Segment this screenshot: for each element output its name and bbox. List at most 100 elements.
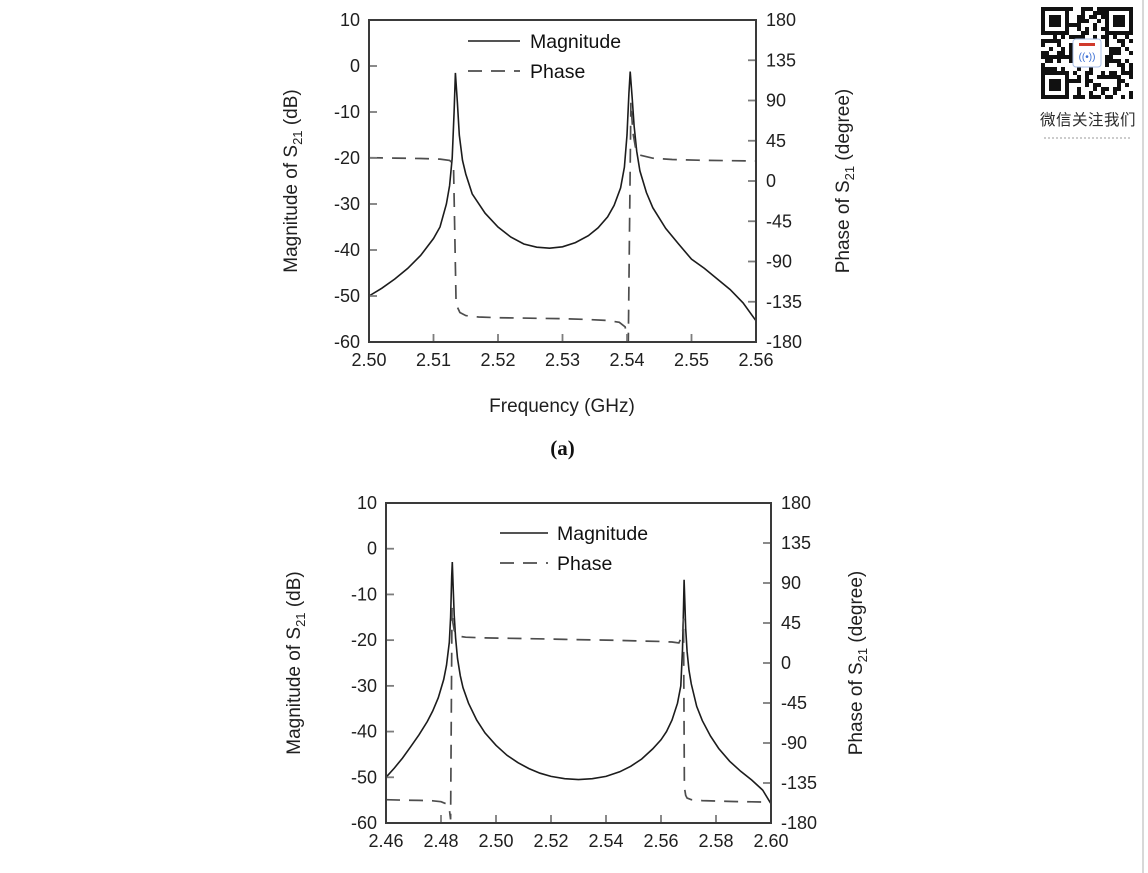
legend-label-phase: Phase (530, 61, 585, 83)
qr-module (1077, 23, 1081, 27)
x-tick-label: 2.52 (480, 350, 515, 370)
x-tick-label: 2.58 (698, 831, 733, 851)
qr-divider (1044, 137, 1130, 139)
qr-module (1129, 63, 1133, 67)
qr-module (1125, 59, 1129, 63)
qr-module (1093, 23, 1097, 27)
right-tick-label: -90 (781, 733, 807, 753)
qr-module (1077, 91, 1081, 95)
qr-module (1109, 47, 1113, 51)
chart-a: 10 0 -10 -20 -30 -40 -50 -60 180 135 90 45 0 -45 -90 -1… (281, 10, 857, 417)
qr-module (1101, 15, 1105, 19)
x-tick-label: 2.48 (423, 831, 458, 851)
qr-module (1101, 87, 1105, 91)
qr-module (1121, 67, 1125, 71)
qr-finder-core (1113, 15, 1125, 27)
right-tick-label: 180 (781, 493, 811, 513)
left-tick-label: -40 (334, 240, 360, 260)
qr-module (1045, 51, 1049, 55)
qr-module (1109, 75, 1113, 79)
qr-module (1077, 27, 1081, 31)
qr-module (1129, 71, 1133, 75)
qr-module (1057, 43, 1061, 47)
qr-module (1041, 39, 1045, 43)
qr-center-logo-glyph: ((•)) (1079, 52, 1096, 63)
qr-module (1069, 59, 1073, 63)
qr-module (1117, 39, 1121, 43)
series-magnitude (368, 71, 757, 322)
qr-module (1089, 79, 1093, 83)
qr-module (1057, 51, 1061, 55)
qr-module (1041, 51, 1045, 55)
y-axis-title-left: Magnitude of S21 (dB) (284, 571, 308, 754)
qr-module (1081, 11, 1085, 15)
qr-module (1101, 71, 1105, 75)
qr-module (1105, 43, 1109, 47)
y-axis-title-right: Phase of S21 (degree) (846, 571, 870, 756)
qr-module (1113, 59, 1117, 63)
qr-module (1069, 47, 1073, 51)
qr-module (1101, 75, 1105, 79)
qr-module (1121, 63, 1125, 67)
chart-b-curves (385, 561, 772, 820)
right-tick-label: -90 (766, 252, 792, 272)
qr-module (1117, 59, 1121, 63)
right-tick-label: -135 (766, 292, 802, 312)
right-tick-label: 90 (781, 573, 801, 593)
qr-module (1081, 15, 1085, 19)
qr-module (1081, 95, 1085, 99)
qr-module (1105, 55, 1109, 59)
qr-module (1129, 67, 1133, 71)
left-tick-label: 0 (350, 56, 360, 76)
x-tick-label: 2.50 (478, 831, 513, 851)
right-tick-label: 135 (781, 533, 811, 553)
qr-module (1081, 31, 1085, 35)
qr-module (1121, 39, 1125, 43)
qr-module (1089, 71, 1093, 75)
wechat-qr-caption: 微信关注我们 (1040, 112, 1137, 129)
x-tick-label: 2.55 (674, 350, 709, 370)
qr-module (1081, 7, 1085, 11)
qr-module (1077, 95, 1081, 99)
qr-module (1093, 35, 1097, 39)
qr-module (1125, 71, 1129, 75)
qr-module (1093, 11, 1097, 15)
right-tick-label: 180 (766, 10, 796, 30)
qr-module (1085, 71, 1089, 75)
right-tick-label: 0 (766, 171, 776, 191)
legend: Magnitude Phase (500, 523, 648, 575)
y-axis-title-right: Phase of S21 (degree) (833, 89, 857, 274)
qr-module (1113, 87, 1117, 91)
qr-module (1097, 75, 1101, 79)
qr-module (1049, 67, 1053, 71)
qr-module (1093, 87, 1097, 91)
qr-module (1089, 15, 1093, 19)
qr-module (1077, 35, 1081, 39)
x-tick-label: 2.53 (545, 350, 580, 370)
qr-module (1121, 71, 1125, 75)
x-tick-label: 2.56 (738, 350, 773, 370)
qr-module (1121, 79, 1125, 83)
left-tick-label: -50 (334, 286, 360, 306)
chart-a-ticks: 10 0 -10 -20 -30 -40 -50 -60 180 135 90 45 0 -45 -90 -1… (334, 10, 802, 370)
qr-module (1113, 71, 1117, 75)
qr-module (1113, 75, 1117, 79)
x-axis-title: Frequency (GHz) (489, 396, 635, 417)
left-tick-label: -30 (334, 194, 360, 214)
qr-center-logo-banner (1079, 43, 1095, 46)
right-tick-label: -180 (781, 813, 817, 833)
qr-module (1077, 75, 1081, 79)
qr-module (1077, 19, 1081, 23)
qr-module (1049, 47, 1053, 51)
qr-module (1069, 23, 1073, 27)
plot-frame (368, 19, 757, 343)
qr-module (1077, 87, 1081, 91)
x-tick-label: 2.54 (609, 350, 644, 370)
qr-module (1049, 59, 1053, 63)
y-axis-title-left: Magnitude of S21 (dB) (281, 89, 305, 272)
qr-module (1121, 95, 1125, 99)
qr-module (1073, 35, 1077, 39)
legend-label-magnitude: Magnitude (557, 523, 648, 545)
figure-caption-a: (a) (550, 436, 575, 460)
qr-module (1085, 79, 1089, 83)
